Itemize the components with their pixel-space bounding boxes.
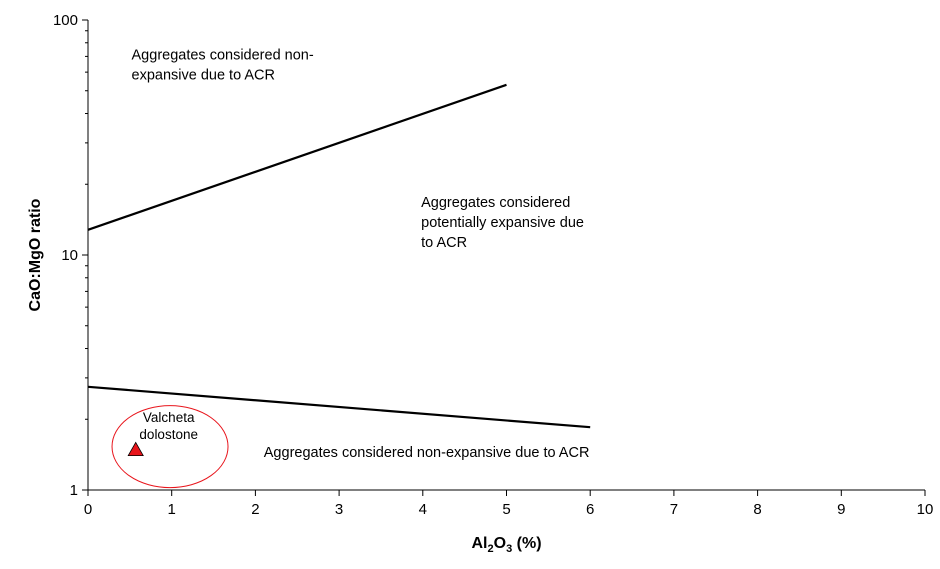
region-annotation-2: potentially expansive due [421,215,584,231]
x-tick-label: 0 [84,501,92,518]
y-tick-label: 100 [53,12,78,29]
x-tick-label: 6 [586,501,594,518]
x-axis-title-subscript: 3 [506,543,512,555]
x-tick-label: 4 [419,501,427,518]
x-ticks: 0 1 2 3 4 5 6 7 8 9 10 [84,490,934,518]
series-lines [87,83,591,429]
x-tick-label: 5 [502,501,510,518]
x-axis-title-subscript: 2 [487,543,493,555]
x-axis-title-part: (%) [512,535,541,552]
y-axis-title: CaO:MgO ratio [27,198,44,311]
x-tick-label: 9 [837,501,845,518]
x-axis-title-part: O [494,535,506,552]
boundary-line-2 [87,385,591,429]
region-annotation-2: Aggregates considered [421,195,570,211]
x-axis-title-part: Al [471,535,487,552]
x-tick-label: 3 [335,501,343,518]
x-tick-label: 8 [753,501,761,518]
markers: Valcheta dolostone [111,405,229,489]
data-point-triangle [127,441,144,457]
highlight-ellipse [111,405,229,489]
x-tick-label: 2 [251,501,259,518]
x-tick-label: 10 [917,501,934,518]
y-tick-label: 10 [61,247,78,264]
x-tick-label: 1 [168,501,176,518]
y-ticks: 1 10 100 [53,12,88,499]
region-annotation-3: Aggregates considered non-expansive due … [264,445,590,461]
region-annotation-1: expansive due to ACR [132,67,275,83]
annotations: Aggregates considered non-expansive due … [132,47,590,461]
region-annotation-2: to ACR [421,235,467,251]
region-annotation-1: Aggregates considered non- [132,47,314,63]
y-tick-label: 1 [70,482,78,499]
data-point-label: dolostone [139,427,198,442]
x-tick-label: 7 [670,501,678,518]
boundary-line-1 [87,83,507,231]
data-point-label: Valcheta [143,410,195,425]
x-axis-title: Al2O3 (%) [471,535,541,555]
